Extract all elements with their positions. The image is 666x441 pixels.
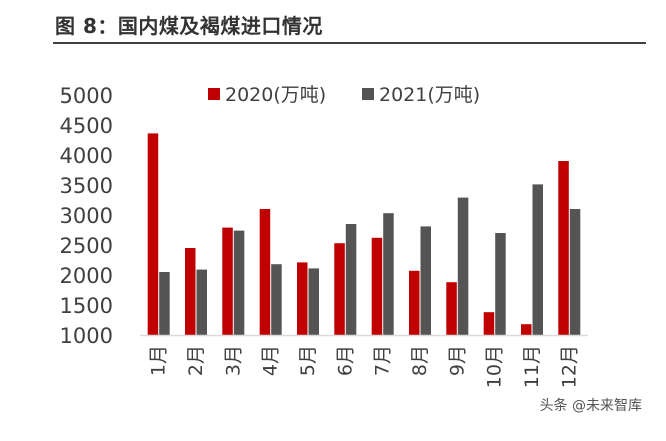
bar-2021-11 [532,184,543,335]
x-tick-label-12: 12月 [558,345,580,388]
x-tick-label-9: 9月 [446,345,468,376]
bar-2021-4 [271,264,282,335]
bar-2020-1 [147,133,159,335]
bar-2020-3 [222,227,233,335]
y-tick-label-5: 3500 [60,174,113,198]
x-tick-label-2: 2月 [185,345,207,376]
bar-2020-9 [446,282,457,335]
y-axis: 1000 1500 2000 2500 3000 3500 4000 4500 5000 [60,84,113,348]
bar-2020-8 [409,270,420,335]
y-tick-label-7: 4500 [60,114,113,138]
bar-2021-8 [420,226,431,335]
bar-2020-5 [297,262,308,335]
figure-title: 图 8：国内煤及褐煤进口情况 [55,14,323,38]
x-tick-label-5: 5月 [297,345,319,376]
bar-2021-5 [308,268,319,335]
bar-2021-7 [383,213,394,335]
x-axis: 1月 2月 3月 4月 5月 6月 7月 8月 9月 10月 11月 12月 [140,334,588,388]
legend-label-2021: 2021(万吨) [379,84,480,106]
y-tick-label-2: 2000 [60,264,113,288]
legend: 2020(万吨) 2021(万吨) [208,84,480,106]
bar-2020-10 [483,312,495,335]
bar-2020-4 [259,209,271,335]
x-tick-label-7: 7月 [372,345,394,376]
watermark: 头条 @未来智库 [539,398,642,414]
y-tick-label-6: 4000 [60,144,113,168]
bar-2020-7 [371,237,383,335]
x-tick-label-11: 11月 [521,345,543,388]
bar-2021-10 [495,233,506,335]
bar-2021-6 [345,224,357,335]
bars [147,133,581,335]
legend-label-2020: 2020(万吨) [225,84,326,106]
bar-2021-9 [457,197,469,335]
bar-2021-3 [233,230,245,335]
y-tick-label-3: 2500 [60,234,113,258]
y-tick-label-8: 5000 [60,84,113,108]
bar-2021-2 [196,269,207,335]
title-divider [53,42,646,44]
x-tick-label-8: 8月 [409,345,431,376]
x-tick-label-3: 3月 [222,345,244,376]
bar-2020-12 [558,161,569,335]
y-tick-label-1: 1500 [60,294,113,318]
x-tick-label-6: 6月 [334,345,356,376]
bar-2020-11 [521,324,532,335]
x-tick-label-1: 1月 [148,345,170,376]
legend-swatch-2020 [208,88,220,100]
bar-2021-1 [159,272,170,335]
y-tick-label-0: 1000 [60,324,113,348]
bar-2020-2 [185,248,196,335]
y-tick-label-4: 3000 [60,204,113,228]
bar-2020-6 [334,243,345,335]
bar-2021-12 [569,209,581,335]
figure-header: 图 8：国内煤及褐煤进口情况 [0,0,666,46]
x-tick-label-10: 10月 [484,345,506,388]
x-tick-label-4: 4月 [260,345,282,376]
legend-swatch-2021 [362,88,374,100]
